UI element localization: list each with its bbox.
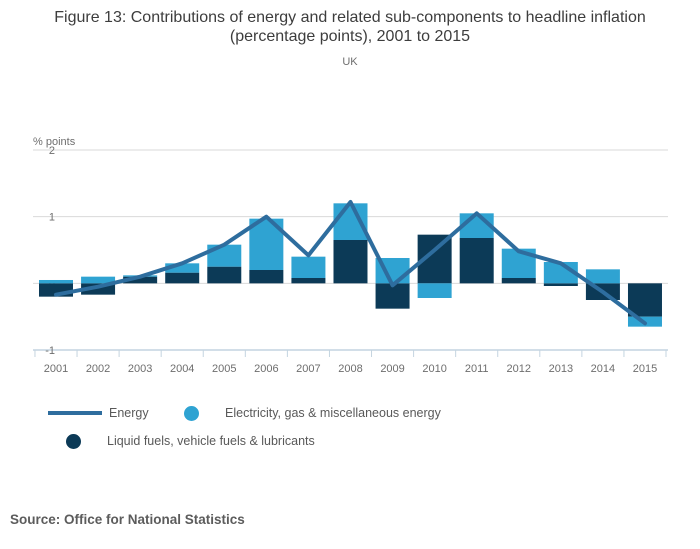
y-axis-label: 2 bbox=[49, 145, 55, 157]
legend-item-energy: Energy bbox=[48, 403, 149, 423]
bar-segment-2009 bbox=[375, 283, 410, 309]
bar-segment-2007 bbox=[291, 277, 326, 284]
x-axis-label: 2015 bbox=[633, 363, 657, 375]
x-axis-label: 2011 bbox=[465, 363, 489, 375]
bar-segment-2012 bbox=[501, 277, 536, 284]
bar-segment-2015 bbox=[627, 283, 662, 317]
legend-row-1: Energy Electricity, gas & miscellaneous … bbox=[0, 403, 700, 423]
bar-segment-2008 bbox=[333, 239, 368, 284]
electricity-dot-swatch bbox=[184, 405, 199, 421]
x-axis-label: 2002 bbox=[86, 363, 110, 375]
bar-segment-2006 bbox=[249, 269, 284, 284]
bar-segment-2003 bbox=[123, 276, 158, 284]
x-axis-label: 2010 bbox=[422, 363, 446, 375]
x-axis-label: 2013 bbox=[549, 363, 573, 375]
chart-subtitle: UK bbox=[342, 56, 358, 68]
x-axis-label: 2007 bbox=[296, 363, 320, 375]
x-axis-label: 2014 bbox=[591, 363, 615, 375]
legend-item-fuels: Liquid fuels, vehicle fuels & lubricants bbox=[66, 431, 315, 451]
x-axis-label: 2012 bbox=[507, 363, 531, 375]
bar-segment-2014 bbox=[585, 269, 620, 284]
y-axis-label: -1 bbox=[45, 345, 55, 357]
legend-label-electricity: Electricity, gas & miscellaneous energy bbox=[225, 406, 441, 420]
x-axis-label: 2001 bbox=[44, 363, 68, 375]
bar-segment-2010 bbox=[417, 283, 452, 298]
x-axis-label: 2003 bbox=[128, 363, 152, 375]
y-axis-label: 1 bbox=[49, 212, 55, 224]
legend-label-fuels: Liquid fuels, vehicle fuels & lubricants bbox=[107, 434, 315, 448]
legend-item-electricity: Electricity, gas & miscellaneous energy bbox=[184, 403, 441, 423]
y-axis-unit-label: % points bbox=[33, 136, 76, 148]
bar-segment-2002 bbox=[81, 276, 116, 284]
chart-title: Figure 13: Contributions of energy and r… bbox=[54, 9, 646, 45]
energy-line-series bbox=[54, 199, 647, 326]
bar-segment-2013 bbox=[543, 283, 578, 286]
bar-segment-2004 bbox=[165, 272, 200, 284]
bar-segment-2001 bbox=[39, 279, 73, 284]
bar-segment-2002 bbox=[81, 283, 116, 295]
bar-segment-2004 bbox=[165, 263, 200, 273]
x-axis-label: 2004 bbox=[170, 363, 194, 375]
fuels-dot-swatch bbox=[66, 433, 81, 449]
legend-row-2: Liquid fuels, vehicle fuels & lubricants bbox=[0, 431, 700, 451]
bar-segment-2005 bbox=[207, 266, 242, 284]
bar-segment-2007 bbox=[291, 256, 326, 278]
source-note: Source: Office for National Statistics bbox=[10, 512, 245, 527]
x-axis-label: 2009 bbox=[380, 363, 404, 375]
x-axis-label: 2005 bbox=[212, 363, 236, 375]
x-axis-label: 2008 bbox=[338, 363, 362, 375]
bar-segment-2011 bbox=[459, 237, 494, 284]
energy-line-swatch bbox=[48, 411, 102, 415]
x-axis-label: 2006 bbox=[254, 363, 278, 375]
legend-label-energy: Energy bbox=[109, 406, 149, 420]
